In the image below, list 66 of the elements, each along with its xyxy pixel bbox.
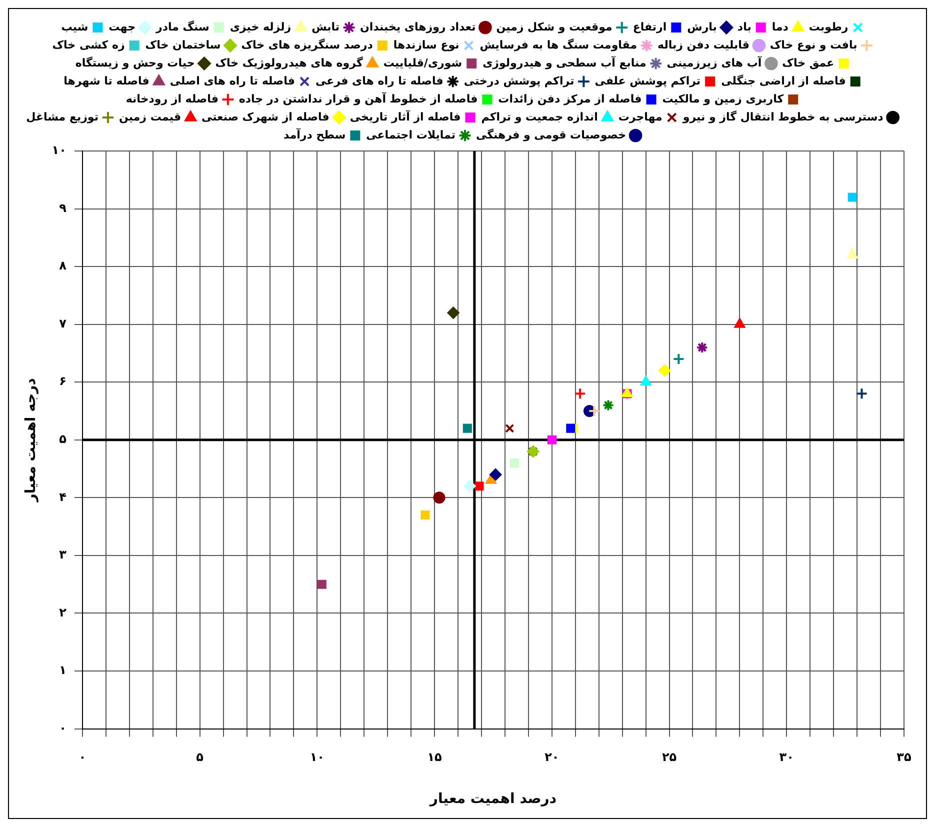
legend-label: باد [737,20,752,34]
legend-label: آب های زیرزمینی [666,55,762,70]
legend-label: فاصله از خطوط آهن و قرار نداشتن در جاده [238,91,478,106]
legend-label: ساختمان خاک [145,38,221,52]
x-tick-label: ۲۰ [544,750,560,764]
legend-label: بارش [687,20,717,34]
x-axis-title: درصد اهمیت معیار [428,791,557,808]
legend-label: تابش [312,20,340,34]
legend-label: شیب [61,20,88,34]
x-tick-label: ۱۰ [310,750,325,764]
legend-label: مهاجرت [618,110,662,124]
legend-label: نوع سازندها [393,38,460,52]
legend-label: قابلیت دفن زباله [658,38,750,52]
y-tick-label: ۳ [59,548,68,562]
legend-label: اندازه جمعیت و تراکم [481,110,598,124]
legend-label: درصد سنگریزه های خاک [241,38,374,52]
legend-label: خصوصیات قومی و فرهنگی [476,128,626,142]
legend-label: مقاومت سنگ ها به فرسایش [480,38,638,52]
legend-label: ارتفاع [632,20,667,34]
legend-label: توزیع مشاغل [26,110,98,124]
legend-label: گروه های هیدرولوژیک خاک [215,56,364,70]
legend-label: رطوبت [808,20,848,34]
x-tick-label: ۱۵ [427,750,442,764]
x-tick-label: ۰ [78,750,86,764]
legend-label: فاصله از مرکز دفن زائدات [498,92,642,106]
legend-label: فاصله از رودخانه [126,92,218,106]
legend-label: زه کشی خاک [52,38,125,52]
legend-label: فاصله از شهرک صنعتی [202,110,330,124]
y-tick-label: ۷ [59,316,68,330]
x-tick-label: ۲۵ [662,750,677,764]
legend-label: موقعیت و شکل زمین [496,20,612,34]
x-tick-label: ۳۵ [896,750,912,764]
legend-label: زلزله خیزی [230,20,292,34]
legend-label: بافت و نوع خاک [770,38,858,52]
legend-label: دسترسی به خطوط انتقال گاز و نیرو [682,110,884,124]
y-tick-label: ۱ [59,663,66,678]
legend-label: حیات وحش و زیستگاه [75,56,195,70]
legend-label: دما [772,20,789,34]
legend-label: سنگ مادر [155,20,210,34]
y-tick-label: ۶ [59,374,66,388]
y-tick-label: ۴ [59,490,66,504]
y-tick-label: ۰ [59,720,66,735]
y-tick-label: ۱۰ [52,143,66,158]
legend-label: سطح درآمد [283,127,346,142]
legend-label: تراکم پوشش درختی [464,74,574,88]
legend-label: فاصله از اراضی جنگلی [721,74,846,88]
y-tick-label: ۲ [59,605,68,620]
legend-label: فاصله تا شهرها [64,74,150,88]
legend-label: فاصله تا راه های اصلی [170,74,296,88]
y-tick-label: ۸ [59,258,68,273]
y-tick-label: ۹ [59,200,68,215]
legend-label: عمق خاک [782,56,834,70]
legend-label: تراکم پوشش علفی [594,74,701,88]
legend-label: شوری/قلیاییت [383,56,462,70]
legend-label: فاصله از آثار تاریخی [350,109,461,124]
legend-label: تعداد روزهای یخبندان [360,20,476,34]
legend-label: منابع آب سطحی و هیدرولوژی [482,55,646,70]
x-tick-label: ۵ [196,750,204,764]
legend-label: فاصله تا راه های فرعی [316,74,444,88]
legend-label: قیمت زمین [118,110,182,124]
y-axis-title: درجه اهمیت معیار [23,378,40,503]
y-tick-label: ۵ [59,432,66,446]
legend-label: جهت [108,20,136,34]
legend-label: تمایلات اجتماعی [366,128,456,142]
legend-label: کاربری زمین و مالکیت [662,92,784,106]
x-tick-label: ۳۰ [779,750,794,764]
